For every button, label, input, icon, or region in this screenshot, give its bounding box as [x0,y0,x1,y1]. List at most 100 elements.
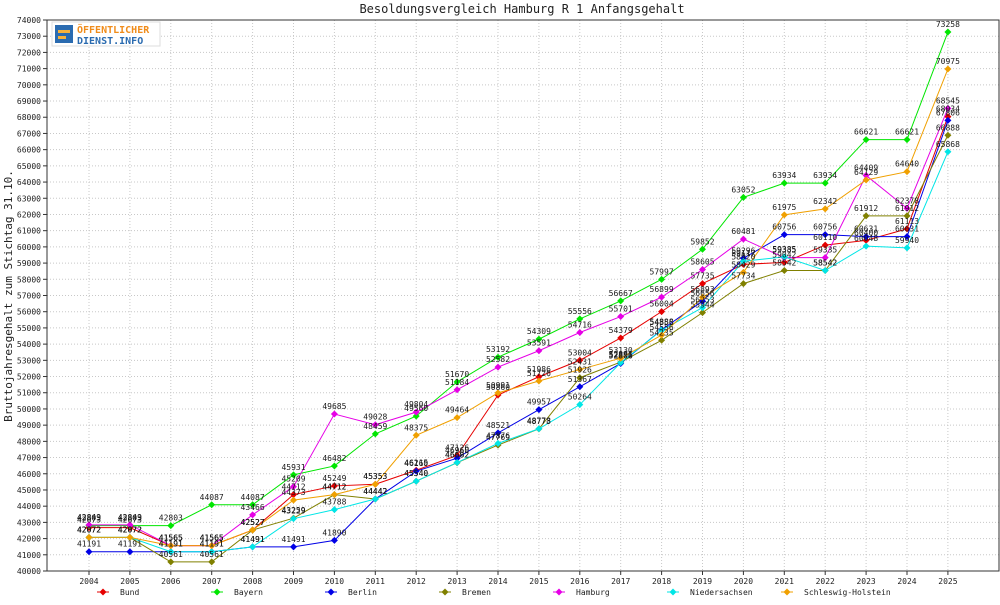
x-tick-label: 2007 [202,577,221,586]
data-point [290,483,297,491]
data-label: 66621 [854,128,878,137]
data-point [903,136,911,144]
data-label: 40561 [200,550,224,559]
data-label: 42527 [241,518,265,527]
data-label: 60756 [772,223,796,232]
data-label: 56004 [650,300,674,309]
data-point [494,363,502,371]
grid-layer [47,19,999,572]
data-label: 64640 [895,160,919,169]
data-label: 44712 [281,483,305,492]
x-tick-label: 2004 [79,577,98,586]
data-label: 60481 [731,227,755,236]
x-tick-label: 2021 [775,577,794,586]
data-label: 56253 [690,296,714,305]
legend-marker [669,588,677,596]
data-point [821,231,829,239]
data-label: 62342 [813,197,837,206]
data-point [780,179,788,187]
data-label: 57997 [650,267,674,276]
data-label: 41191 [77,540,101,549]
data-label: 40561 [159,550,183,559]
data-label: 43788 [322,498,346,507]
data-point [290,471,297,479]
data-label: 44712 [322,483,346,492]
data-point [617,359,625,367]
data-label: 52806 [609,351,633,360]
x-tick-label: 2014 [488,577,507,586]
data-label: 64129 [854,168,878,177]
data-label: 51926 [568,366,592,375]
logo-line2: DIENST.INFO [77,36,143,47]
data-label: 54309 [527,327,551,336]
data-label: 54716 [568,321,592,330]
y-tick-label: 56000 [17,308,41,317]
data-label: 44087 [241,493,265,502]
data-label: 50991 [486,381,510,390]
data-label: 61113 [895,217,919,226]
data-point [862,242,870,250]
data-label: 63934 [772,171,796,180]
data-point [862,212,870,220]
data-point [780,267,788,275]
data-point [249,511,257,519]
data-label: 59117 [731,249,755,258]
data-point [699,304,706,312]
data-point [249,543,257,551]
data-label: 57734 [731,272,755,281]
data-point [249,526,257,534]
data-label: 60048 [854,234,878,243]
data-point [412,477,420,485]
data-label: 46692 [445,451,469,460]
data-label: 55701 [609,305,633,314]
data-point [330,491,338,499]
data-label: 65868 [936,140,960,149]
data-point [290,543,297,551]
data-label: 42849 [118,513,142,522]
y-tick-label: 54000 [17,340,41,349]
x-tick-label: 2020 [734,577,753,586]
data-point [944,28,952,36]
data-label: 45353 [363,472,387,481]
data-label: 45540 [404,469,428,478]
data-point [780,258,788,266]
data-label: 41565 [159,534,183,543]
x-tick-label: 2012 [407,577,426,586]
data-label: 60631 [895,225,919,234]
data-point [494,429,502,437]
plot-frame [46,19,1000,572]
data-label: 44373 [281,488,305,497]
data-label: 73258 [936,20,960,29]
data-label: 43466 [241,503,265,512]
data-point [699,309,706,317]
data-point [821,267,829,275]
data-point [290,496,297,504]
data-label: 41191 [200,540,224,549]
data-label: 41565 [159,534,183,543]
data-point [535,377,543,385]
data-point [576,329,584,337]
data-point [126,548,134,556]
data-point [85,533,93,541]
data-point [739,257,747,265]
data-label: 43229 [281,507,305,516]
data-label: 57735 [690,272,714,281]
y-tick-label: 57000 [17,292,41,301]
data-point [862,176,870,184]
data-label: 42803 [159,514,183,523]
data-point [944,148,952,156]
data-point [658,293,666,301]
data-label: 41191 [118,540,142,549]
data-point [167,542,175,550]
data-point [535,425,543,433]
data-label: 58605 [690,257,714,266]
data-label: 42072 [77,525,101,534]
data-point [412,467,420,475]
y-tick-label: 65000 [17,162,41,171]
data-point [780,231,788,239]
data-point [739,235,747,243]
legend-marker [441,588,449,596]
data-point [903,244,911,252]
